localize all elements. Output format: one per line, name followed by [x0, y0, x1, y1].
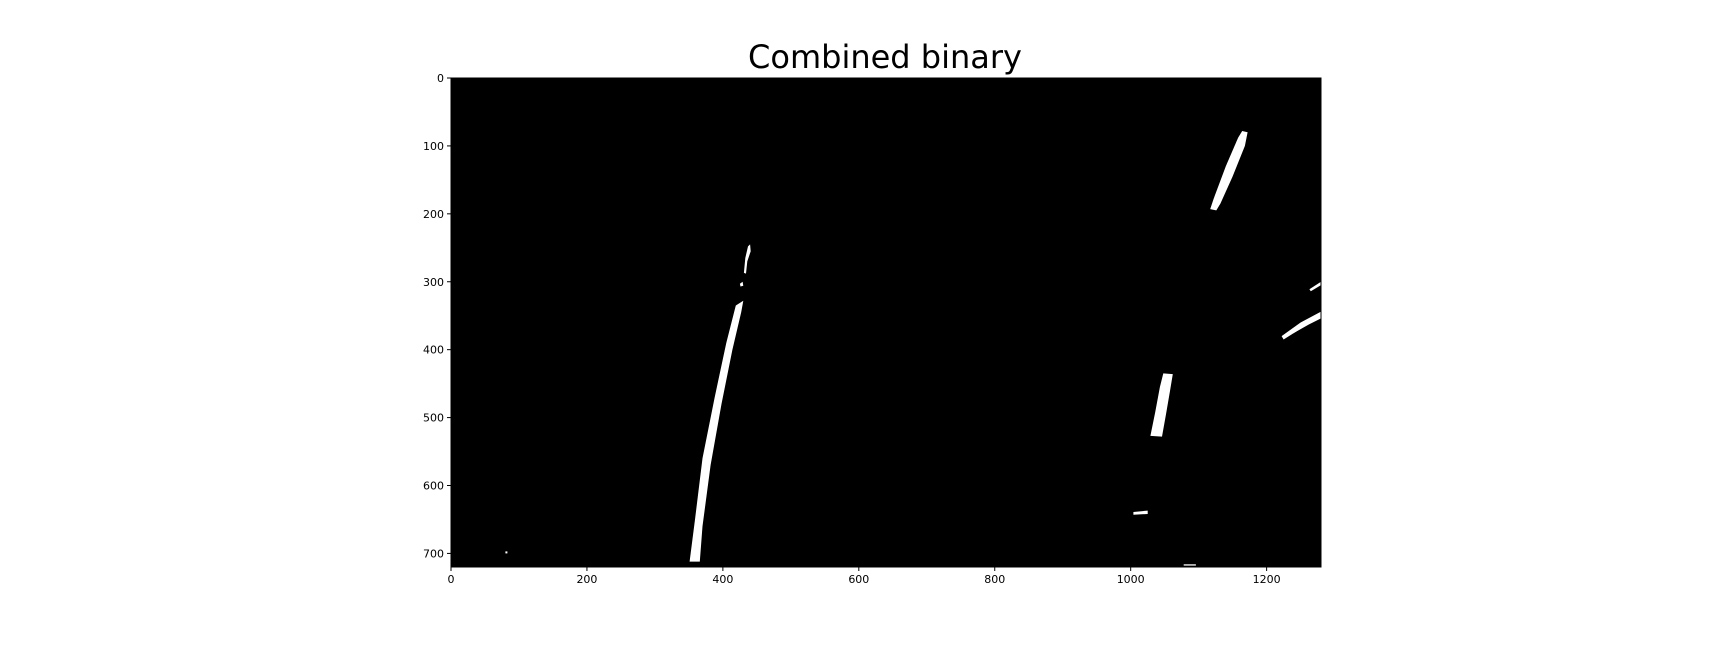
- axes-frame: [450, 77, 1322, 568]
- y-tick-label: 0: [437, 72, 444, 85]
- left-lane-line-main: [689, 300, 744, 562]
- x-tick-label: 0: [448, 573, 455, 586]
- y-tick-label: 700: [423, 547, 444, 560]
- left-lane-line-dot: [739, 281, 744, 287]
- figure-title: Combined binary: [748, 38, 1022, 76]
- right-lane-line-middle: [1150, 373, 1173, 437]
- x-tick-label: 400: [712, 573, 733, 586]
- y-tick-label: 100: [423, 140, 444, 153]
- y-tick-label: 200: [423, 208, 444, 221]
- y-tick-label: 500: [423, 412, 444, 425]
- bottom-speck-1: [505, 551, 508, 554]
- x-tick-label: 600: [848, 573, 869, 586]
- x-tick-label: 800: [984, 573, 1005, 586]
- right-lane-line-top: [1210, 131, 1248, 211]
- y-axis-ticks: 0 100 200 300 400 500 600 700: [423, 72, 451, 560]
- x-tick-label: 200: [576, 573, 597, 586]
- y-tick-label: 600: [423, 480, 444, 493]
- bottom-speck-2: [1183, 564, 1196, 566]
- right-edge-diagonal-2: [1291, 314, 1321, 334]
- binary-image-area: [451, 78, 1321, 567]
- y-tick-label: 400: [423, 344, 444, 357]
- right-edge-fragment: [1309, 281, 1321, 292]
- y-tick-label: 300: [423, 276, 444, 289]
- binary-regions: [505, 131, 1321, 566]
- bottom-dash-1: [1133, 510, 1148, 515]
- axes: 0 200 400 600 800 1000 1200 0 100 200 300 400 500 60…: [423, 72, 1322, 586]
- left-lane-line-top-fragment: [743, 244, 751, 274]
- x-tick-label: 1000: [1117, 573, 1145, 586]
- x-axis-ticks: 0 200 400 600 800 1000 1200: [448, 567, 1281, 586]
- x-tick-label: 1200: [1253, 573, 1281, 586]
